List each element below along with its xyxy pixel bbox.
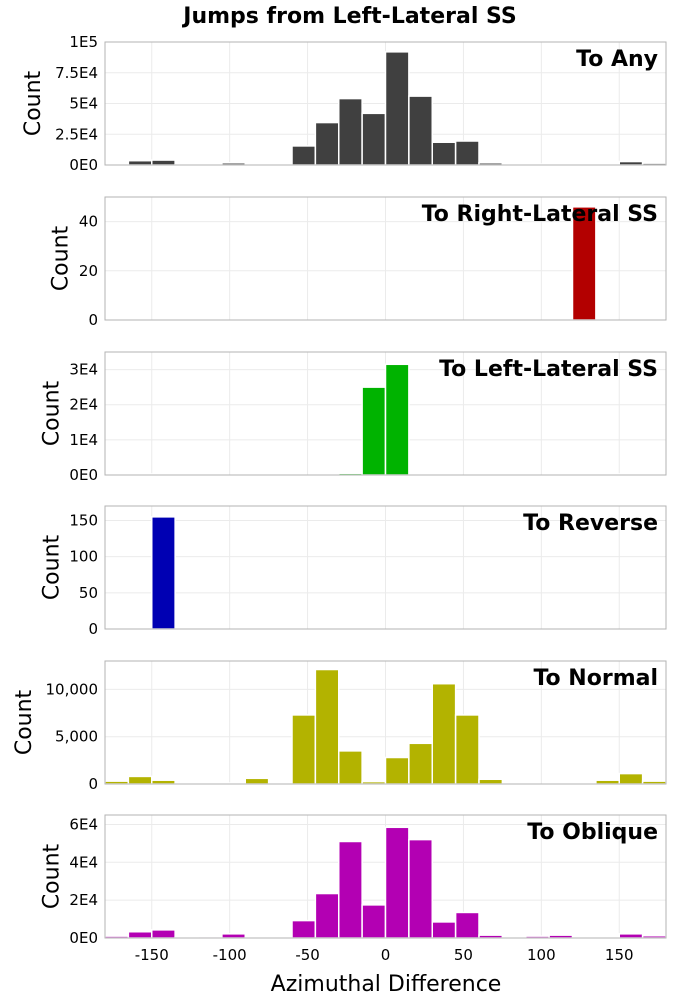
panel-frame (104, 41, 667, 166)
x-tick-label: -50 (295, 946, 320, 964)
bar-to-oblique (151, 929, 176, 939)
chart-panels: 0E0 2.5E4 5E4 7.5E4 1E5 Count To Any 0 20 40 Count… (12, 33, 667, 947)
panel-label: To Reverse (523, 511, 658, 536)
bar-to-normal (291, 714, 317, 785)
panel-to-reverse: 0 50 100 150 Count To Reverse (39, 505, 667, 638)
y-axis-label: Count (49, 225, 74, 291)
y-tick-label: 40 (79, 213, 98, 231)
y-axis-label: Count (39, 380, 64, 446)
y-axis-label: Count (39, 843, 64, 909)
y-tick-label: 2E4 (69, 891, 98, 909)
bar-to-any (291, 145, 317, 166)
bar-to-normal (314, 668, 340, 785)
y-tick-label: 0 (88, 620, 98, 638)
bar-to-normal (478, 778, 504, 785)
y-tick-label: 0E0 (69, 466, 98, 484)
bar-to-normal (408, 742, 433, 785)
bar-to-oblique (618, 933, 644, 939)
y-tick-label: 0E0 (69, 929, 98, 947)
bar-to-left-lateral-ss (384, 363, 410, 476)
y-tick-label: 6E4 (69, 815, 98, 833)
panel-label: To Oblique (527, 820, 658, 845)
x-tick-label: 0 (381, 946, 391, 964)
bar-to-oblique (431, 921, 457, 939)
bar-to-any (384, 51, 410, 166)
bar-to-any (314, 121, 340, 166)
panel-label: To Any (576, 47, 658, 72)
y-tick-label: 5E4 (69, 95, 98, 113)
x-axis: -150 -100 -50 0 50 100 150 (135, 946, 634, 964)
bar-to-normal (244, 777, 270, 785)
bar-to-oblique (291, 919, 317, 939)
bar-to-left-lateral-ss (361, 386, 387, 476)
y-tick-label: 1E5 (69, 33, 98, 51)
y-tick-label: 150 (69, 511, 98, 529)
bar-to-reverse (151, 516, 176, 630)
bar-to-any (151, 159, 176, 166)
bar-to-oblique (384, 826, 410, 939)
bar-to-any (127, 159, 153, 166)
x-tick-label: 100 (527, 946, 556, 964)
y-tick-label: 50 (79, 584, 98, 602)
panel-frame (104, 814, 667, 939)
bar-to-normal (595, 779, 620, 785)
y-tick-label: 100 (69, 548, 98, 566)
bar-to-oblique (454, 911, 480, 939)
y-tick-label: 10,000 (46, 680, 99, 698)
bar-to-any (338, 97, 363, 166)
x-tick-label: -100 (213, 946, 247, 964)
bar-to-normal (384, 756, 410, 785)
y-tick-label: 20 (79, 262, 98, 280)
x-tick-label: 150 (605, 946, 634, 964)
y-axis-label: Count (12, 689, 37, 755)
panel-to-left-lateral-ss: 0E0 1E4 2E4 3E4 Count To Left-Lateral SS (39, 351, 667, 484)
panel-to-normal: 0 5,000 10,000 Count To Normal (12, 660, 667, 793)
x-axis-label: Azimuthal Difference (271, 972, 502, 997)
y-tick-label: 0E0 (69, 156, 98, 174)
x-tick-label: 50 (454, 946, 473, 964)
bar-to-normal (618, 772, 644, 785)
panel-to-right-lateral-ss: 0 20 40 Count To Right-Lateral SS (49, 196, 667, 329)
y-tick-label: 2.5E4 (55, 125, 98, 143)
panel-frame (104, 196, 667, 321)
bar-to-normal (127, 775, 153, 785)
y-tick-label: 7.5E4 (55, 64, 98, 82)
bar-to-oblique (127, 931, 153, 939)
panel-to-any: 0E0 2.5E4 5E4 7.5E4 1E5 Count To Any (21, 33, 667, 174)
panel-frame (104, 660, 667, 785)
panel-frame (104, 351, 667, 476)
bar-to-normal (151, 779, 176, 785)
y-tick-label: 1E4 (69, 431, 98, 449)
bar-to-normal (338, 750, 363, 785)
bar-to-oblique (221, 933, 246, 939)
y-tick-label: 0 (88, 311, 98, 329)
bar-to-any (431, 141, 457, 166)
panel-label: To Normal (533, 666, 658, 691)
y-tick-label: 3E4 (69, 361, 98, 379)
bar-to-any (408, 95, 433, 166)
bar-to-oblique (314, 892, 340, 939)
y-axis-label: Count (21, 70, 46, 136)
bar-to-normal (454, 714, 480, 785)
y-tick-label: 5,000 (55, 728, 98, 746)
y-tick-label: 4E4 (69, 853, 98, 871)
bar-to-oblique (408, 838, 433, 939)
bar-to-oblique (361, 904, 387, 939)
y-tick-label: 0 (88, 775, 98, 793)
bar-to-normal (431, 682, 457, 785)
y-axis-label: Count (39, 534, 64, 600)
x-tick-label: -150 (135, 946, 169, 964)
bar-to-oblique (338, 840, 363, 939)
chart-title: Jumps from Left-Lateral SS (181, 4, 516, 29)
bar-to-any (618, 160, 644, 166)
bar-to-any (361, 112, 387, 166)
bar-to-any (454, 140, 480, 166)
y-tick-label: 2E4 (69, 396, 98, 414)
panel-label: To Left-Lateral SS (439, 357, 658, 382)
panel-frame (104, 505, 667, 630)
panel-to-oblique: 0E0 2E4 4E4 6E4 Count To Oblique (39, 814, 667, 947)
panel-label: To Right-Lateral SS (422, 202, 658, 227)
